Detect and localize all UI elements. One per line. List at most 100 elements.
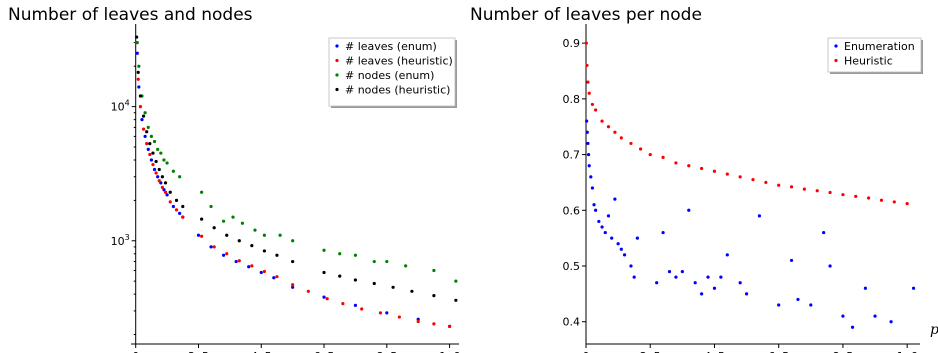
data-point xyxy=(700,166,704,171)
x-tick-label: 0 xyxy=(583,350,590,353)
legend-marker xyxy=(834,44,838,48)
data-point xyxy=(178,175,182,179)
right-chart-xlabel: p xyxy=(930,322,938,338)
x-tick-label: 1e6 xyxy=(897,350,918,353)
data-point xyxy=(828,264,832,268)
data-point xyxy=(162,158,166,162)
data-point xyxy=(378,311,383,315)
data-point xyxy=(841,314,845,318)
data-point xyxy=(712,169,717,173)
data-point xyxy=(322,295,326,299)
data-point xyxy=(145,130,149,134)
data-point xyxy=(353,278,358,282)
data-point xyxy=(259,270,263,275)
data-point xyxy=(674,275,678,279)
data-point xyxy=(610,236,614,240)
data-point xyxy=(606,125,611,129)
x-tick-label: 4e5 xyxy=(251,350,272,353)
data-point xyxy=(135,41,139,45)
legend-label: # leaves (heuristic) xyxy=(345,55,453,68)
data-point xyxy=(789,185,794,189)
legend-label: # nodes (heuristic) xyxy=(345,84,450,97)
data-point xyxy=(738,175,742,179)
data-point xyxy=(587,164,591,168)
data-point xyxy=(725,172,729,176)
data-point xyxy=(146,125,150,130)
data-point xyxy=(905,202,909,206)
data-point xyxy=(141,127,146,131)
data-point xyxy=(291,283,295,287)
data-point xyxy=(353,303,358,307)
data-point xyxy=(338,252,342,256)
data-point xyxy=(163,181,168,185)
data-point xyxy=(719,275,723,279)
data-point xyxy=(135,51,139,55)
legend-label: Enumeration xyxy=(844,40,915,53)
data-point xyxy=(587,91,591,95)
data-point xyxy=(585,130,589,134)
data-point xyxy=(225,233,229,237)
data-point xyxy=(391,285,395,289)
data-point xyxy=(454,298,458,302)
data-point xyxy=(385,259,389,264)
data-point xyxy=(250,264,254,268)
data-point xyxy=(638,147,643,151)
legend-label: # nodes (enum) xyxy=(345,69,434,82)
data-point xyxy=(597,219,601,224)
data-point xyxy=(584,41,588,45)
data-point xyxy=(687,208,691,212)
data-point xyxy=(143,134,147,138)
data-point xyxy=(586,80,590,84)
data-point xyxy=(655,281,659,285)
data-point xyxy=(140,118,144,122)
data-point xyxy=(338,274,342,278)
data-point xyxy=(138,105,143,109)
data-point xyxy=(325,297,329,301)
data-point xyxy=(225,252,229,256)
data-point xyxy=(585,63,589,68)
data-point xyxy=(828,190,832,195)
data-point xyxy=(757,214,762,218)
right-chart: Number of leaves per node 0 2e5 4e5 6e5 8e5 1… xyxy=(470,5,938,353)
data-point xyxy=(196,233,201,237)
data-point xyxy=(629,141,633,146)
data-point xyxy=(136,70,140,74)
data-point xyxy=(174,198,179,202)
data-point xyxy=(156,175,160,179)
data-point xyxy=(200,217,204,221)
data-point xyxy=(404,264,408,268)
data-point xyxy=(585,119,589,123)
data-point xyxy=(802,187,806,191)
x-tick-label: 6e5 xyxy=(768,350,789,353)
y-tick-label: 104 xyxy=(111,99,130,114)
data-point xyxy=(250,244,254,248)
data-point xyxy=(911,286,916,290)
data-point xyxy=(149,134,154,138)
data-point xyxy=(181,204,185,209)
data-point xyxy=(137,85,141,89)
data-point xyxy=(262,269,266,274)
data-point xyxy=(162,188,166,192)
data-point xyxy=(606,214,611,218)
data-point xyxy=(148,152,152,157)
data-point xyxy=(143,111,147,115)
data-point xyxy=(306,289,310,293)
data-point xyxy=(777,303,781,307)
right-chart-axes: 0 2e5 4e5 6e5 8e5 1e6 0.4 0.5 0.6 0.7 0.8 0.9 xyxy=(563,24,920,353)
data-point xyxy=(680,269,684,274)
data-point xyxy=(777,183,781,187)
data-point xyxy=(291,285,295,289)
data-point xyxy=(613,130,617,134)
data-point xyxy=(432,322,436,326)
x-tick-label: 8e5 xyxy=(833,350,854,353)
data-point xyxy=(157,167,161,172)
data-point xyxy=(160,175,164,179)
legend-marker xyxy=(335,73,339,77)
data-point xyxy=(447,324,452,328)
data-point xyxy=(240,221,245,225)
y-tick-label: 0.5 xyxy=(563,260,581,273)
data-point xyxy=(165,193,169,197)
x-tick-label: 0 xyxy=(132,350,139,353)
data-point xyxy=(157,179,161,183)
data-point xyxy=(841,193,845,197)
